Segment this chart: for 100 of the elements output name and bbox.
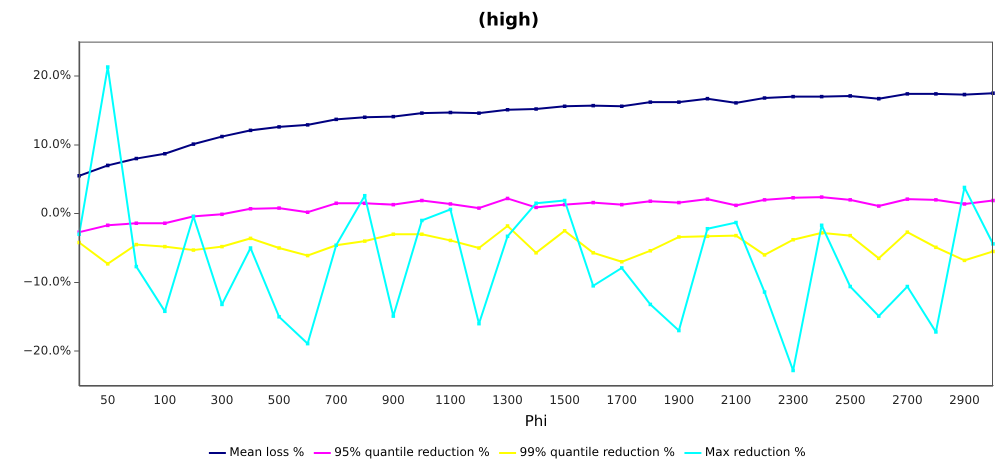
point	[392, 314, 396, 318]
x-tick-label: 900	[382, 392, 405, 407]
point	[677, 235, 681, 239]
point	[534, 202, 538, 206]
legend-label: Max reduction %	[704, 445, 806, 460]
point	[648, 302, 652, 306]
point	[791, 196, 795, 200]
point	[134, 242, 138, 246]
point	[477, 111, 481, 115]
point	[134, 221, 138, 225]
y-tick-label: 10.0%	[33, 136, 72, 151]
point	[648, 199, 652, 203]
point	[791, 368, 795, 372]
x-tick-label: 500	[268, 392, 291, 407]
point	[706, 197, 710, 201]
point	[877, 204, 881, 208]
point	[934, 198, 938, 202]
point	[334, 118, 338, 122]
point	[420, 198, 424, 202]
point	[306, 210, 310, 214]
point	[877, 314, 881, 318]
point	[934, 330, 938, 334]
point	[220, 302, 224, 306]
point	[248, 128, 252, 132]
point	[562, 229, 566, 233]
x-tick-label: 700	[324, 392, 348, 407]
point	[506, 108, 510, 112]
point	[620, 104, 624, 108]
legend-label: Mean loss %	[229, 445, 304, 460]
y-tick-label: 20.0%	[33, 68, 72, 82]
point	[192, 248, 196, 252]
point	[277, 315, 281, 319]
point	[762, 96, 766, 100]
x-tick-label: 2100	[720, 392, 752, 407]
point	[791, 94, 795, 98]
point	[591, 284, 595, 288]
point	[620, 266, 624, 270]
point	[248, 236, 252, 240]
x-axis-title: Phi	[524, 412, 548, 430]
point	[220, 244, 224, 248]
point	[734, 204, 738, 208]
point	[448, 110, 452, 114]
x-tick-label: 2700	[892, 392, 923, 407]
point	[362, 116, 367, 120]
y-tick-label: −20.0%	[22, 343, 72, 358]
y-tick-label: 0.0%	[40, 206, 72, 220]
point	[877, 96, 881, 100]
point	[734, 101, 738, 105]
point	[448, 202, 452, 206]
point	[448, 208, 452, 212]
point	[106, 224, 110, 228]
point	[277, 206, 281, 210]
point	[820, 94, 824, 98]
legend-label: 99% quantile reduction %	[520, 445, 675, 460]
point	[420, 218, 424, 222]
x-tick-label: 2300	[778, 392, 808, 407]
point	[906, 92, 910, 96]
point	[734, 220, 738, 224]
point	[306, 254, 310, 258]
point	[220, 134, 224, 138]
point	[677, 328, 681, 332]
x-tick-label: 2900	[949, 392, 980, 407]
point	[163, 152, 167, 156]
point	[906, 197, 910, 201]
point	[962, 186, 966, 190]
point	[534, 206, 538, 210]
point	[334, 202, 338, 206]
x-tick-label: 1900	[664, 392, 694, 407]
point	[706, 96, 710, 100]
point	[706, 226, 710, 231]
point	[392, 232, 396, 236]
point	[734, 234, 738, 238]
point	[392, 114, 396, 118]
point	[591, 251, 595, 255]
x-tick-label: 1500	[549, 392, 580, 407]
legend-label: 95% quantile reduction %	[334, 445, 490, 460]
point	[962, 258, 966, 262]
point	[420, 111, 424, 115]
x-tick-label: 100	[153, 392, 176, 407]
point	[362, 239, 367, 243]
point	[392, 202, 396, 206]
point	[220, 212, 224, 216]
point	[248, 246, 252, 250]
point	[762, 290, 766, 294]
point	[163, 310, 167, 314]
point	[306, 123, 310, 127]
point	[106, 65, 110, 69]
point	[962, 92, 966, 96]
point	[877, 256, 881, 260]
point	[906, 230, 910, 234]
point	[506, 234, 510, 238]
point	[277, 125, 281, 129]
point	[477, 322, 481, 326]
point	[620, 260, 624, 264]
y-tick-label: −10.0%	[22, 274, 72, 289]
point	[277, 246, 281, 250]
point	[848, 198, 852, 202]
point	[648, 100, 652, 104]
point	[163, 244, 167, 248]
point	[506, 196, 510, 200]
